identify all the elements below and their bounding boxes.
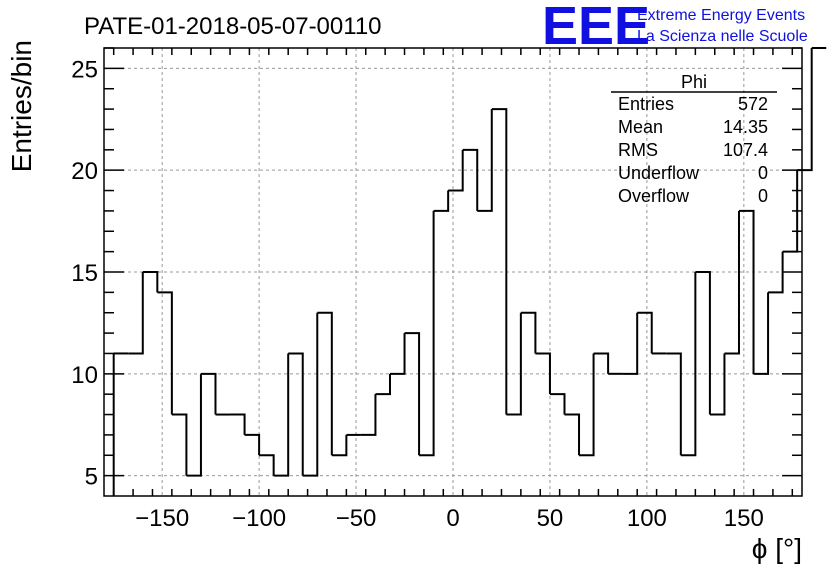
stats-row-label: Overflow — [618, 186, 690, 206]
histogram-bin — [680, 272, 697, 457]
histogram-bin — [302, 312, 319, 477]
histogram-bin — [506, 312, 522, 416]
histogram-bars — [112, 47, 827, 496]
stats-row-value: 14.35 — [723, 117, 768, 137]
y-tick-label: 25 — [71, 56, 98, 83]
axis-ticks — [104, 47, 802, 496]
histogram-bin — [200, 372, 217, 415]
eee-logo-mark: EEE — [542, 0, 650, 56]
histogram-bin — [360, 394, 377, 436]
y-axis-title: Entries/bin — [6, 40, 37, 172]
x-tick-label: −50 — [336, 505, 377, 532]
stats-row-value: 107.4 — [723, 140, 768, 160]
histogram-bin — [491, 108, 508, 415]
histogram-bin — [695, 271, 711, 415]
histogram-bin — [273, 353, 290, 477]
histogram-bin — [666, 352, 682, 456]
histogram-bin — [157, 291, 173, 415]
y-tick-label: 5 — [85, 464, 98, 491]
histogram-bin — [477, 109, 493, 212]
histogram-bin — [259, 454, 275, 476]
x-tick-label: 50 — [537, 505, 564, 532]
histogram-bin — [709, 353, 726, 416]
x-tick-label: 150 — [724, 505, 764, 532]
histogram-bin — [593, 352, 610, 374]
x-tick-label: −100 — [232, 505, 286, 532]
histogram-bin — [433, 190, 450, 212]
histogram-bin — [142, 271, 159, 293]
histogram-bin — [738, 209, 755, 374]
histogram-bin — [753, 292, 770, 375]
histogram-bin — [375, 373, 391, 396]
x-axis-title: ϕ [°] — [752, 533, 802, 564]
histogram-bin — [579, 353, 595, 457]
chart-title: PATE-01-2018-05-07-00110 — [84, 13, 382, 40]
grid-lines — [104, 48, 802, 496]
stats-rows: Entries 572 Mean 14.35 RMS 107.4 Underflow 0 Ove… — [618, 94, 768, 206]
stats-row-value: 572 — [738, 94, 768, 114]
histogram-bin — [724, 210, 740, 355]
y-tick-label: 15 — [71, 260, 98, 287]
x-tick-label: 100 — [627, 505, 667, 532]
histogram-bin — [171, 413, 188, 476]
histogram-bin — [288, 352, 304, 476]
logo-line-1: Extreme Energy Events — [637, 7, 805, 24]
stats-row-value: 0 — [758, 163, 768, 183]
x-tick-label: 0 — [446, 505, 459, 532]
x-tick-label: −150 — [135, 505, 189, 532]
histogram-bin — [768, 251, 784, 294]
stats-row-label: Entries — [618, 94, 674, 114]
histogram-bin — [128, 272, 144, 355]
histogram-bin — [419, 210, 435, 457]
eee-logo: EEE Extreme Energy Events La Scienza nel… — [542, 0, 808, 56]
x-tick-labels: −150 −100 −50 0 50 100 150 — [135, 505, 764, 532]
histogram-bin — [389, 333, 406, 375]
histogram-bin — [244, 433, 261, 456]
histogram-bin — [622, 312, 639, 375]
histogram-bin — [404, 332, 421, 456]
histogram-bin — [535, 352, 551, 395]
stats-row-label: Underflow — [618, 163, 700, 183]
histogram-bin — [317, 311, 333, 456]
histogram-bin — [448, 149, 464, 192]
histogram-bin — [462, 148, 479, 211]
stats-row-value: 0 — [758, 186, 768, 206]
logo-line-2: La Scienza nelle Scuole — [637, 28, 808, 45]
histogram-bin — [564, 413, 581, 456]
stats-row-label: RMS — [618, 140, 658, 160]
stats-row-label: Mean — [618, 117, 663, 137]
y-tick-labels: 5 10 15 20 25 — [71, 56, 98, 490]
histogram-bin — [230, 413, 246, 435]
stats-name: Phi — [681, 72, 707, 92]
histogram-bin — [186, 373, 202, 477]
histogram-bin — [549, 393, 566, 415]
y-tick-label: 20 — [71, 158, 98, 185]
y-tick-label: 10 — [71, 362, 98, 389]
histogram-bin — [637, 311, 653, 354]
stats-box: Phi Entries 572 Mean 14.35 RMS 107.4 Underflow… — [611, 72, 777, 206]
histogram-bin — [520, 311, 537, 354]
histogram-bin — [331, 434, 348, 457]
